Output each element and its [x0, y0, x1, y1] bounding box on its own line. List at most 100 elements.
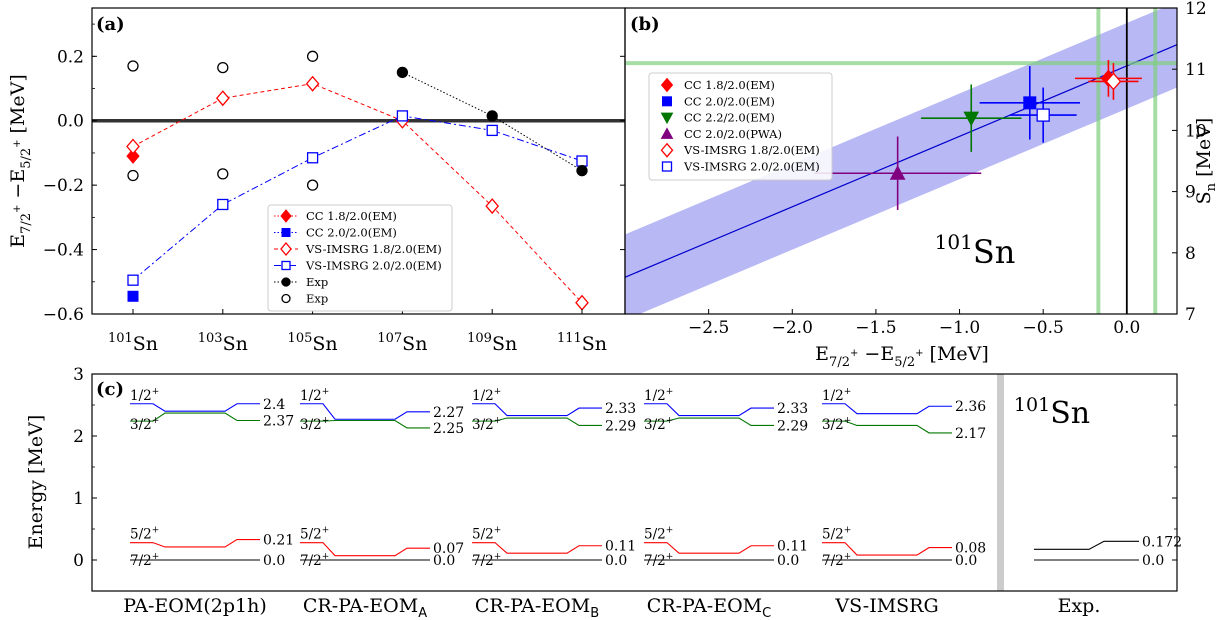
- legend-label-b: VS-IMSRG 2.0/2.0(EM): [683, 160, 820, 174]
- spin-label: 1/2+: [130, 387, 159, 404]
- series-lines: [132, 71, 583, 304]
- level-energy-label: 0.0: [433, 553, 455, 569]
- panel-b: 7 8 9 10 11 12 −2.5 −2.0 −1.5 −1.0 −0.5 0.0 (b) 10…: [624, 0, 1219, 370]
- x-tick-label-b: −2.0: [772, 318, 813, 338]
- y-axis-label-b: Sn [MeV]: [1193, 118, 1219, 205]
- level-energy-label: 2.29: [777, 418, 808, 434]
- level-line-c: [644, 403, 774, 417]
- x-tick-label-b: −1.5: [855, 318, 896, 338]
- method-label: CR-PA-EOMC: [647, 595, 771, 620]
- level-line-a: [822, 542, 952, 556]
- scatter-point-2: [921, 84, 1022, 152]
- method-label: PA-EOM(2p1h): [123, 595, 266, 617]
- method-label: Exp.: [1058, 595, 1101, 617]
- data-point-5: [127, 60, 139, 72]
- level-line-a: [300, 542, 430, 557]
- spin-label: 5/2+: [644, 526, 673, 543]
- legend-marker-b: [660, 127, 674, 139]
- level-line-c: [300, 403, 430, 420]
- data-point-2: [215, 90, 230, 107]
- level-line-b: [130, 412, 260, 422]
- level-energy-label: 2.17: [955, 426, 986, 442]
- data-point-5: [127, 169, 139, 182]
- y-tick-label-a: −0.2: [43, 176, 84, 196]
- data-point-2: [485, 198, 500, 215]
- series-markers: [126, 50, 589, 311]
- data-point-3: [127, 274, 139, 286]
- legend-label-b: CC 1.8/2.0(EM): [684, 78, 775, 92]
- level-line-a: [130, 538, 260, 548]
- y-axis-ticks-a: −0.6 −0.4 −0.2 0.0 0.2: [43, 23, 625, 325]
- legend-marker-b: [660, 77, 674, 93]
- level-energy-label: 0.11: [605, 539, 636, 555]
- level-line-b: [822, 420, 952, 434]
- level-column-5: 0.0 0.172: [1034, 534, 1182, 569]
- data-point-5: [306, 50, 319, 62]
- exp-divider: [997, 374, 1004, 591]
- x-tick-label-a: 107Sn: [377, 331, 427, 355]
- scatter-point-5: [1009, 87, 1077, 143]
- level-energy-label: 0.21: [263, 533, 294, 549]
- legend-marker-b: [661, 161, 673, 172]
- x-axis-ticks-a: 101Sn 103Sn 105Sn 107Sn 109Sn 111Sn: [108, 309, 607, 355]
- legend-label-a: CC 2.0/2.0(EM): [306, 226, 397, 240]
- data-point-3: [486, 124, 498, 137]
- level-line-b: [472, 417, 602, 427]
- level-energy-label: 2.4: [263, 397, 285, 413]
- data-point-0: [126, 148, 140, 164]
- spin-label: 7/2+: [472, 552, 501, 569]
- spin-label: 1/2+: [300, 387, 329, 404]
- x-tick-label-b: 0.0: [1113, 318, 1140, 338]
- level-energy-label: 2.36: [955, 399, 986, 415]
- data-point-3: [396, 110, 409, 122]
- spin-label: 1/2+: [472, 387, 501, 404]
- legend-label-a: Exp: [306, 292, 328, 306]
- level-line-c: [130, 403, 260, 412]
- level-line-c: [472, 403, 602, 417]
- legend-label-b: VS-IMSRG 1.8/2.0(EM): [683, 143, 820, 157]
- level-line-b: [644, 417, 774, 427]
- y-axis-label-a: E7/2+ −E5/2+ [MeV]: [7, 74, 34, 248]
- data-point-5: [217, 168, 229, 180]
- legend-marker-b: [660, 112, 674, 125]
- level-energy-label: 0.08: [955, 541, 986, 557]
- point-marker: [1105, 72, 1122, 91]
- y-tick-label-a: 0.0: [57, 112, 84, 132]
- spin-label: 5/2+: [130, 526, 159, 543]
- point-marker: [963, 111, 980, 127]
- x-tick-label-a: 109Sn: [467, 331, 517, 355]
- data-point-4: [486, 110, 498, 122]
- y-tick-label-b: 9: [1185, 183, 1196, 203]
- legend-label-a: VS-IMSRG 2.0/2.0(EM): [305, 259, 442, 273]
- data-point-3: [217, 198, 229, 211]
- level-energy-label: 2.33: [777, 401, 808, 417]
- x-tick-label-a: 111Sn: [557, 331, 607, 355]
- legend-label-a: VS-IMSRG 1.8/2.0(EM): [305, 242, 442, 256]
- legend-label-b: CC 2.0/2.0(EM): [684, 94, 775, 108]
- data-point-2: [126, 138, 140, 155]
- legend-label-a: Exp: [306, 275, 328, 289]
- spin-label: 7/2+: [822, 552, 851, 569]
- y-tick-label-c: 2: [73, 427, 84, 447]
- spin-label: 5/2+: [822, 526, 851, 543]
- method-label: VS-IMSRG: [834, 595, 938, 617]
- spin-label: 3/2+: [300, 416, 329, 433]
- method-label: CR-PA-EOMA: [303, 595, 427, 620]
- level-energy-label: 0.172: [1142, 534, 1182, 550]
- y-tick-label-a: −0.4: [43, 241, 84, 261]
- legend-marker-a: [281, 260, 291, 271]
- level-line-c: [822, 403, 952, 415]
- data-point-4: [576, 165, 588, 177]
- x-tick-label-b: −1.0: [939, 318, 980, 338]
- column-labels-c: PA-EOM(2p1h) CR-PA-EOMA CR-PA-EOMB CR-PA-EO…: [123, 595, 1100, 620]
- y-tick-label-b: 7: [1185, 305, 1196, 325]
- panel-a: −0.6−0.4−0.20.00.2 101Sn 103Sn 105Sn 107Sn 1…: [7, 7, 626, 355]
- level-line-a: [472, 542, 602, 554]
- exp-level-excited: [1034, 540, 1139, 550]
- point-marker: [1023, 96, 1037, 110]
- spin-label: 7/2+: [300, 552, 329, 569]
- level-energy-label: 0.0: [605, 553, 627, 569]
- nucleus-label-c: 101Sn: [1014, 394, 1090, 431]
- legend-label-b: CC 2.2/2.0(EM): [684, 111, 775, 125]
